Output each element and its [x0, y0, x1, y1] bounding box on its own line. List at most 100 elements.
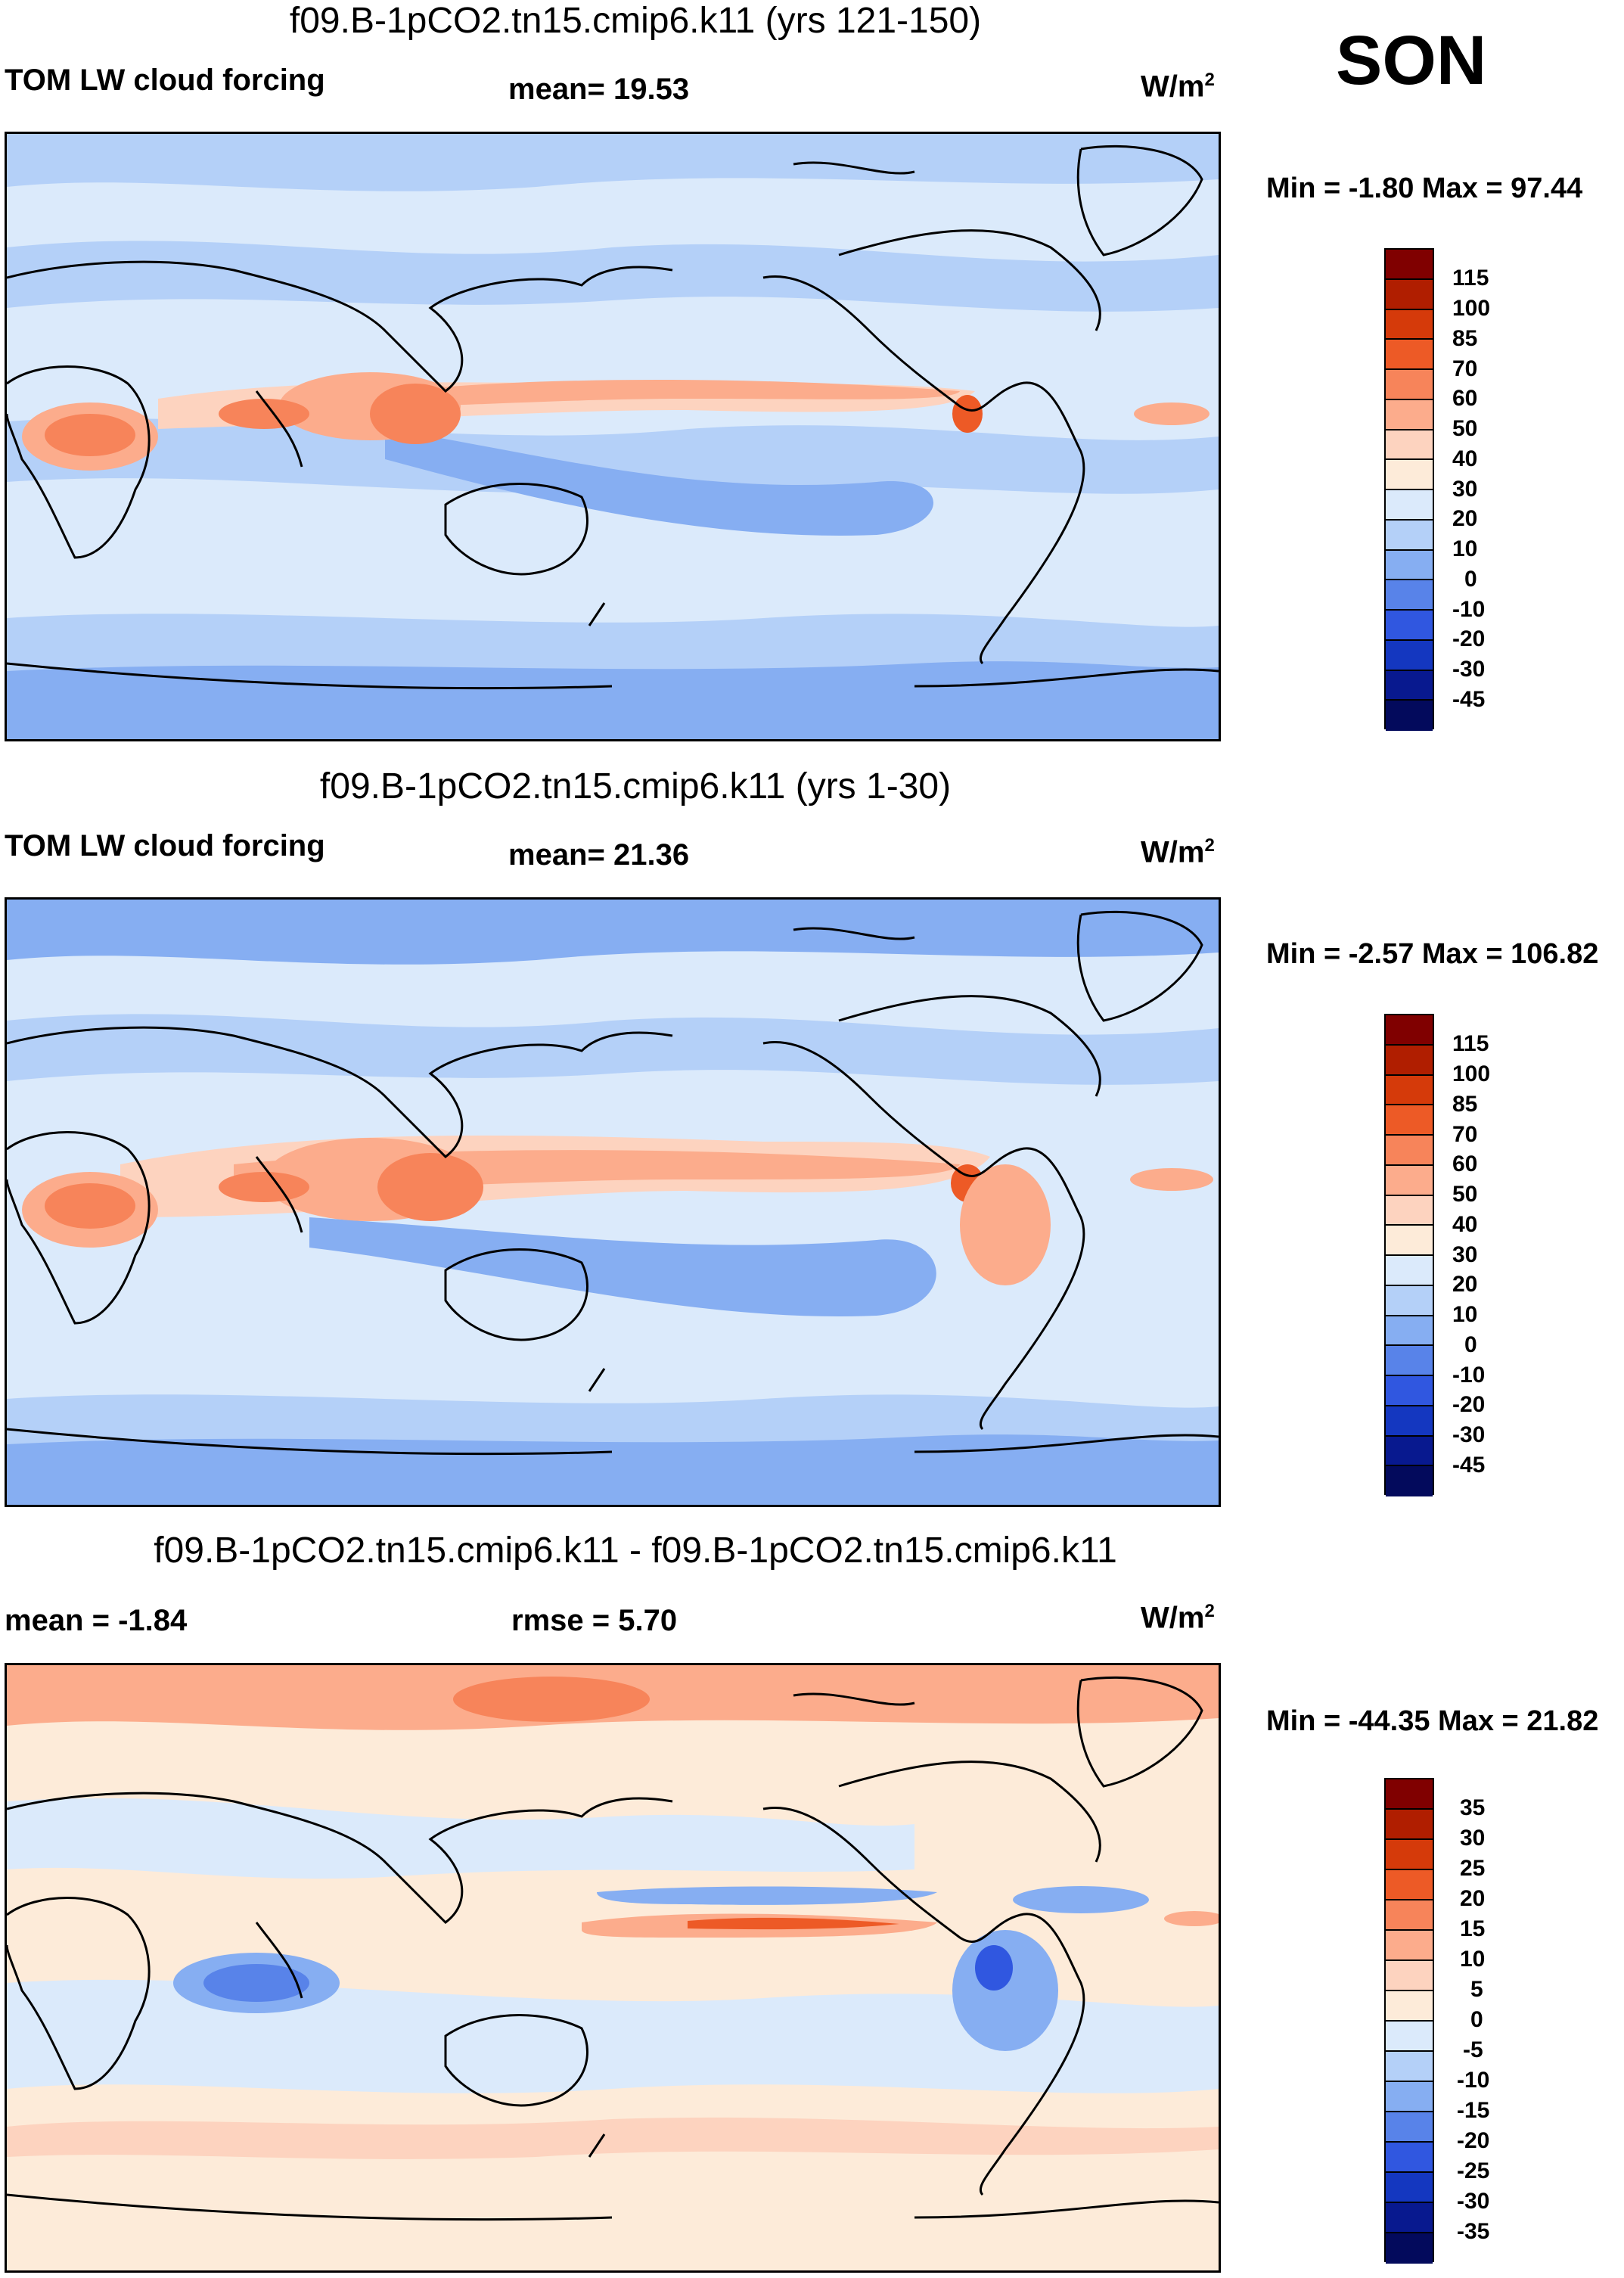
colorbar-swatch [1386, 580, 1433, 611]
colorbar-tick-label: 10 [1452, 1302, 1478, 1327]
colorbar-tick-label: 30 [1452, 1242, 1478, 1267]
atlantic-convection [1134, 402, 1209, 425]
colorbar-tick-label: -10 [1452, 1363, 1486, 1388]
colorbar-tick-label: -10 [1452, 597, 1486, 622]
colorbar-swatch [1386, 279, 1433, 310]
africa-convection-core [45, 414, 135, 456]
colorbar-tick-label: 100 [1452, 296, 1491, 321]
colorbar-tick-label: -20 [1457, 2128, 1490, 2153]
colorbar-tick-label: 60 [1452, 386, 1478, 411]
colorbar-tick-label: -45 [1452, 687, 1486, 712]
colorbar-swatch [1386, 250, 1433, 280]
colorbar-swatch [1386, 2022, 1433, 2052]
south-pacific-dry [385, 429, 933, 536]
panel-1-map-svg [7, 134, 1219, 739]
bay-of-bengal-convection [219, 1172, 309, 1202]
panel-1-minmax: Min = -1.80 Max = 97.44 [1266, 172, 1583, 204]
colorbar-tick-label: -30 [1452, 657, 1486, 682]
colorbar-swatch [1386, 460, 1433, 490]
colorbar-swatch [1386, 1779, 1433, 1810]
panel-1-title: f09.B-1pCO2.tn15.cmip6.k11 (yrs 121-150) [289, 1, 982, 41]
panel-2-mean-label: mean= 21.36 [508, 838, 690, 872]
panel-2-units: W/m2 [1141, 835, 1215, 869]
colorbar-tick-label: 30 [1452, 477, 1478, 502]
panel-3-rmse-label: rmse = 5.70 [511, 1604, 678, 1637]
colorbar-tick-label: 70 [1452, 356, 1478, 381]
colorbar-tick-label: 0 [1470, 2007, 1483, 2032]
colorbar-tick-label: 20 [1460, 1886, 1486, 1911]
colorbar-swatch [1386, 1105, 1433, 1136]
colorbar-swatch [1386, 1810, 1433, 1840]
panel-1-units: W/m2 [1141, 70, 1215, 104]
colorbar-tick-label: 20 [1452, 1272, 1478, 1297]
colorbar-swatch [1386, 1136, 1433, 1166]
colorbar-tick-label: 85 [1452, 1092, 1478, 1117]
maritime-continent-convection [370, 384, 461, 444]
colorbar-tick-label: 50 [1452, 416, 1478, 441]
colorbar-swatch [1386, 2203, 1433, 2233]
arctic-band [7, 134, 1219, 191]
colorbar-tick-label: 50 [1452, 1182, 1478, 1207]
colorbar-swatch [1386, 2052, 1433, 2082]
panel-3-mean-label: mean = -1.84 [5, 1604, 188, 1637]
north-pacific-cool [7, 1798, 914, 1879]
colorbar-tick-label: -35 [1457, 2219, 1490, 2244]
north-storm-track [7, 1014, 1219, 1085]
atlantic-convection [1130, 1168, 1213, 1191]
colorbar-swatch [1386, 1436, 1433, 1467]
pacific-itcz-warm-core [688, 1917, 899, 1930]
maritime-continent-convection [377, 1153, 483, 1221]
colorbar-tick-label: 40 [1452, 446, 1478, 471]
panel-2-title: f09.B-1pCO2.tn15.cmip6.k11 (yrs 1-30) [319, 766, 952, 806]
colorbar-tick-label: -25 [1457, 2158, 1490, 2183]
panel-2-map [5, 897, 1221, 1507]
south-tropics-cool [7, 1979, 1219, 2093]
panel-1-colorbar [1384, 248, 1434, 731]
colorbar-swatch [1386, 1961, 1433, 1991]
colorbar-tick-label: -15 [1457, 2098, 1490, 2123]
atlantic-itcz-cool [1013, 1886, 1149, 1913]
colorbar-tick-label: -30 [1457, 2189, 1490, 2214]
colorbar-swatch [1386, 430, 1433, 461]
colorbar-swatch [1386, 611, 1433, 641]
colorbar-swatch [1386, 1991, 1433, 2022]
coastlines [7, 910, 1219, 1456]
colorbar-swatch [1386, 1015, 1433, 1046]
colorbar-tick-label: 25 [1460, 1856, 1486, 1881]
colorbar-tick-label: 30 [1460, 1826, 1486, 1851]
colorbar-swatch [1386, 1870, 1433, 1900]
south-subtropics [7, 418, 1219, 494]
colorbar-tick-label: 115 [1452, 1031, 1489, 1056]
north-storm-track [7, 241, 1219, 312]
south-pacific-dry [309, 1217, 936, 1316]
panel-2-minmax: Min = -2.57 Max = 106.82 [1266, 938, 1599, 970]
panel-1-variable-label: TOM LW cloud forcing [5, 64, 325, 97]
panel-2-map-svg [7, 900, 1219, 1505]
panel-2-variable-label: TOM LW cloud forcing [5, 829, 325, 862]
colorbar-swatch [1386, 2173, 1433, 2203]
colorbar-swatch [1386, 670, 1433, 701]
colorbar-tick-label: 60 [1452, 1151, 1478, 1176]
colorbar-swatch [1386, 1376, 1433, 1406]
colorbar-tick-label: 85 [1452, 326, 1478, 351]
colorbar-tick-label: 15 [1460, 1916, 1486, 1941]
atlantic-warm [1164, 1911, 1219, 1926]
colorbar-tick-label: 0 [1464, 567, 1477, 592]
bay-of-bengal-convection [219, 399, 309, 429]
colorbar-swatch [1386, 550, 1433, 581]
colorbar-swatch [1386, 1256, 1433, 1286]
colorbar-swatch [1386, 1346, 1433, 1376]
colorbar-swatch [1386, 1075, 1433, 1106]
panel-3-map-svg [7, 1665, 1219, 2270]
arctic-warm-core [453, 1677, 650, 1722]
panel-2-colorbar [1384, 1014, 1434, 1496]
colorbar-swatch [1386, 1316, 1433, 1347]
panel-3-title: f09.B-1pCO2.tn15.cmip6.k11 - f09.B-1pCO2… [154, 1531, 1117, 1571]
colorbar-tick-label: 10 [1452, 536, 1478, 561]
colorbar-swatch [1386, 520, 1433, 551]
colorbar-swatch [1386, 399, 1433, 430]
colorbar-swatch [1386, 1195, 1433, 1226]
colorbar-tick-label: -10 [1457, 2068, 1490, 2093]
panel-3-colorbar [1384, 1778, 1434, 2264]
colorbar-swatch [1386, 2233, 1433, 2264]
